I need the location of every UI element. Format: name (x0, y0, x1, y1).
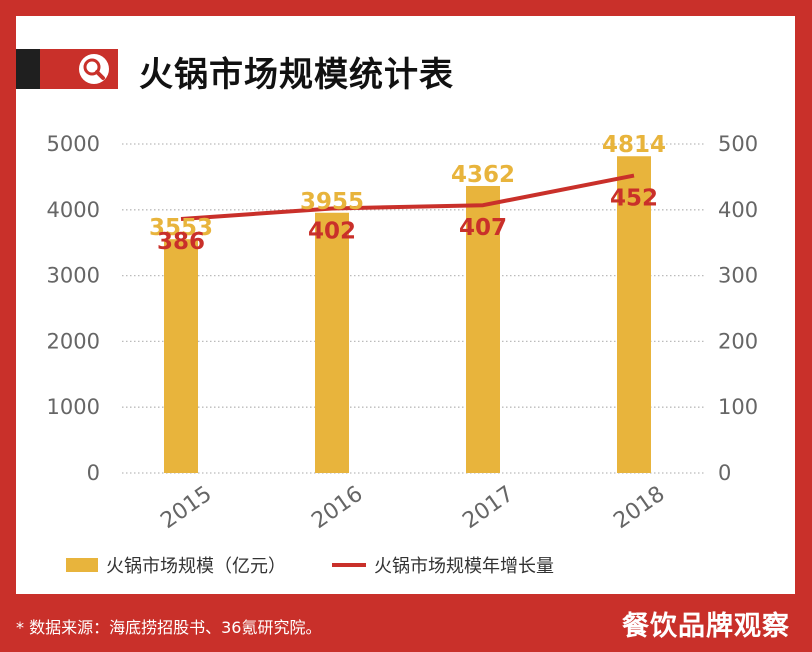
y-left-tick-label: 5000 (47, 132, 100, 156)
source-footnote: * 数据来源：海底捞招股书、36氪研究院。 (16, 618, 322, 637)
legend-bar-label: 火锅市场规模（亿元） (106, 556, 286, 577)
title-accent-bar (16, 49, 118, 89)
brand-logo-text: 餐饮品牌观察 (622, 611, 790, 642)
line-value-label: 407 (459, 215, 507, 241)
line-value-label: 452 (610, 186, 658, 212)
growth-line (180, 173, 635, 222)
y-right-tick-label: 100 (718, 395, 758, 419)
legend-line-label: 火锅市场规模年增长量 (374, 556, 554, 577)
legend-line-swatch (332, 563, 366, 567)
y-left-tick-label: 0 (87, 461, 100, 485)
line-value-label: 386 (157, 229, 205, 255)
bar (617, 156, 651, 473)
bar-value-label: 4814 (602, 132, 666, 158)
chart-title: 火锅市场规模统计表 (139, 55, 454, 95)
bar (466, 185, 500, 473)
y-right-tick-label: 300 (718, 264, 758, 288)
legend-bar-swatch (66, 558, 98, 572)
line-value-label: 402 (308, 218, 356, 244)
x-tick-label: 2018 (609, 481, 669, 534)
y-left-tick-label: 4000 (47, 198, 100, 222)
x-tick-label: 2016 (307, 481, 367, 534)
y-right-tick-label: 0 (718, 461, 731, 485)
x-tick-label: 2015 (156, 481, 216, 534)
bar (315, 212, 349, 474)
y-right-tick-label: 200 (718, 329, 758, 353)
bar-value-label: 4362 (451, 162, 515, 188)
title-accent-dark (16, 49, 40, 89)
bar (164, 239, 198, 473)
search-icon (79, 54, 109, 84)
y-left-tick-label: 2000 (47, 329, 100, 353)
x-tick-label: 2017 (458, 481, 518, 534)
chart-card: 火锅市场规模统计表 (16, 16, 795, 594)
y-left-tick-label: 3000 (47, 264, 100, 288)
bar-value-label: 3955 (300, 189, 364, 215)
y-right-tick-label: 400 (718, 198, 758, 222)
bar-value-label: 3553 (149, 215, 213, 241)
y-left-tick-label: 1000 (47, 395, 100, 419)
y-right-tick-label: 500 (718, 132, 758, 156)
